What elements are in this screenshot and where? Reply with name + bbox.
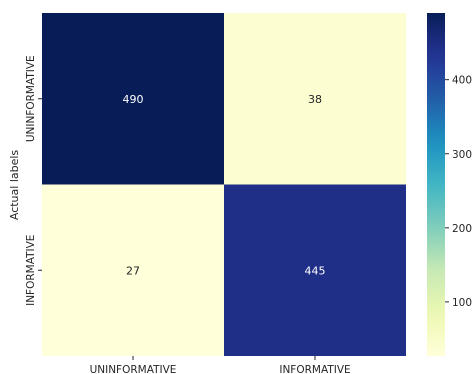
x-axis-ticks: UNINFORMATIVE INFORMATIVE — [90, 356, 351, 374]
cell-value-label: 445 — [305, 264, 326, 277]
cell-value-labels: 490 38 27 445 — [123, 93, 326, 278]
heatmap-cells — [42, 13, 406, 356]
colorbar-tick-label: 300 — [452, 149, 472, 161]
cell-value-label: 27 — [126, 264, 140, 277]
heatmap-cell — [42, 13, 224, 185]
cell-value-label: 490 — [123, 93, 144, 106]
colorbar-tick-label: 100 — [452, 297, 472, 309]
x-tick-label: UNINFORMATIVE — [90, 364, 177, 374]
y-axis-ticks: UNINFORMATIVE INFORMATIVE — [25, 55, 42, 306]
cell-value-label: 38 — [308, 93, 322, 106]
y-axis-label: Actual labels — [8, 150, 21, 221]
y-tick-label: UNINFORMATIVE — [25, 55, 37, 142]
x-tick-label: INFORMATIVE — [279, 364, 350, 374]
colorbar-ticks: 100 200 300 400 — [445, 75, 472, 309]
colorbar-tick-label: 400 — [452, 75, 472, 87]
heatmap-cell — [42, 184, 224, 356]
y-tick-label: INFORMATIVE — [25, 235, 37, 306]
colorbar — [427, 13, 445, 356]
heatmap-cell — [224, 13, 406, 185]
heatmap-cell — [224, 184, 406, 356]
colorbar-tick-label: 200 — [452, 223, 472, 235]
